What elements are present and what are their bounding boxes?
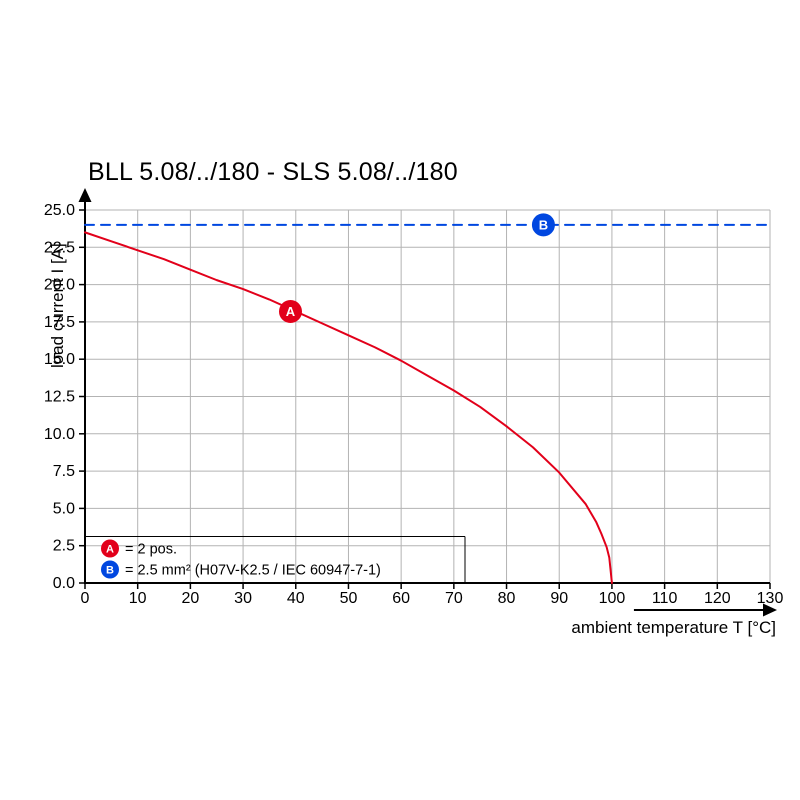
y-tick-label: 0.0 [53,575,75,592]
y-tick-label: 22.5 [44,239,75,256]
y-axis-label: load current I [A] [48,243,67,368]
series-a-curve [84,231,613,584]
y-tick-label: 17.5 [44,314,75,331]
y-tick-label: 10.0 [44,426,75,443]
y-tick-label: 25.0 [44,202,75,219]
marker-b [531,213,555,237]
x-tick-label: 20 [181,590,199,607]
y-tick-label: 5.0 [53,500,75,517]
legend-marker-b-letter: B [106,564,114,576]
chart-title: BLL 5.08/../180 - SLS 5.08/../180 [88,158,458,186]
y-tick-label: 15.0 [44,351,75,368]
x-tick-label: 50 [340,590,358,607]
marker-a-letter: A [286,304,296,319]
x-tick-label: 80 [498,590,516,607]
x-tick-label: 40 [287,590,305,607]
y-axis-arrow-icon [78,188,92,202]
x-axis-label: ambient temperature T [°C] [571,618,776,637]
legend-marker-b [101,560,119,579]
x-tick-label: 110 [652,590,678,607]
x-tick-label: 130 [757,590,784,607]
legend-entry-a-label: = 2 pos. [125,542,177,558]
legend-entry-b-label: = 2.5 mm² (H07V-K2.5 / IEC 60947-7-1) [125,563,381,579]
legend-marker-a-letter: A [106,543,114,555]
y-tick-label: 7.5 [53,463,75,480]
legend-marker-a [101,539,119,558]
y-tick-label: 12.5 [44,389,75,406]
x-tick-label: 30 [234,590,252,607]
x-tick-label: 100 [599,590,626,607]
x-tick-label: 0 [81,590,90,607]
x-tick-label: 60 [392,590,410,607]
y-tick-label: 2.5 [53,538,75,555]
x-tick-label: 120 [704,590,731,607]
x-axis-arrow-icon [763,603,777,617]
x-tick-label: 10 [129,590,147,607]
x-tick-label: 70 [445,590,463,607]
marker-a [279,299,302,323]
y-tick-label: 20.0 [44,277,75,294]
marker-b-letter: B [539,217,548,232]
x-tick-label: 90 [550,590,568,607]
